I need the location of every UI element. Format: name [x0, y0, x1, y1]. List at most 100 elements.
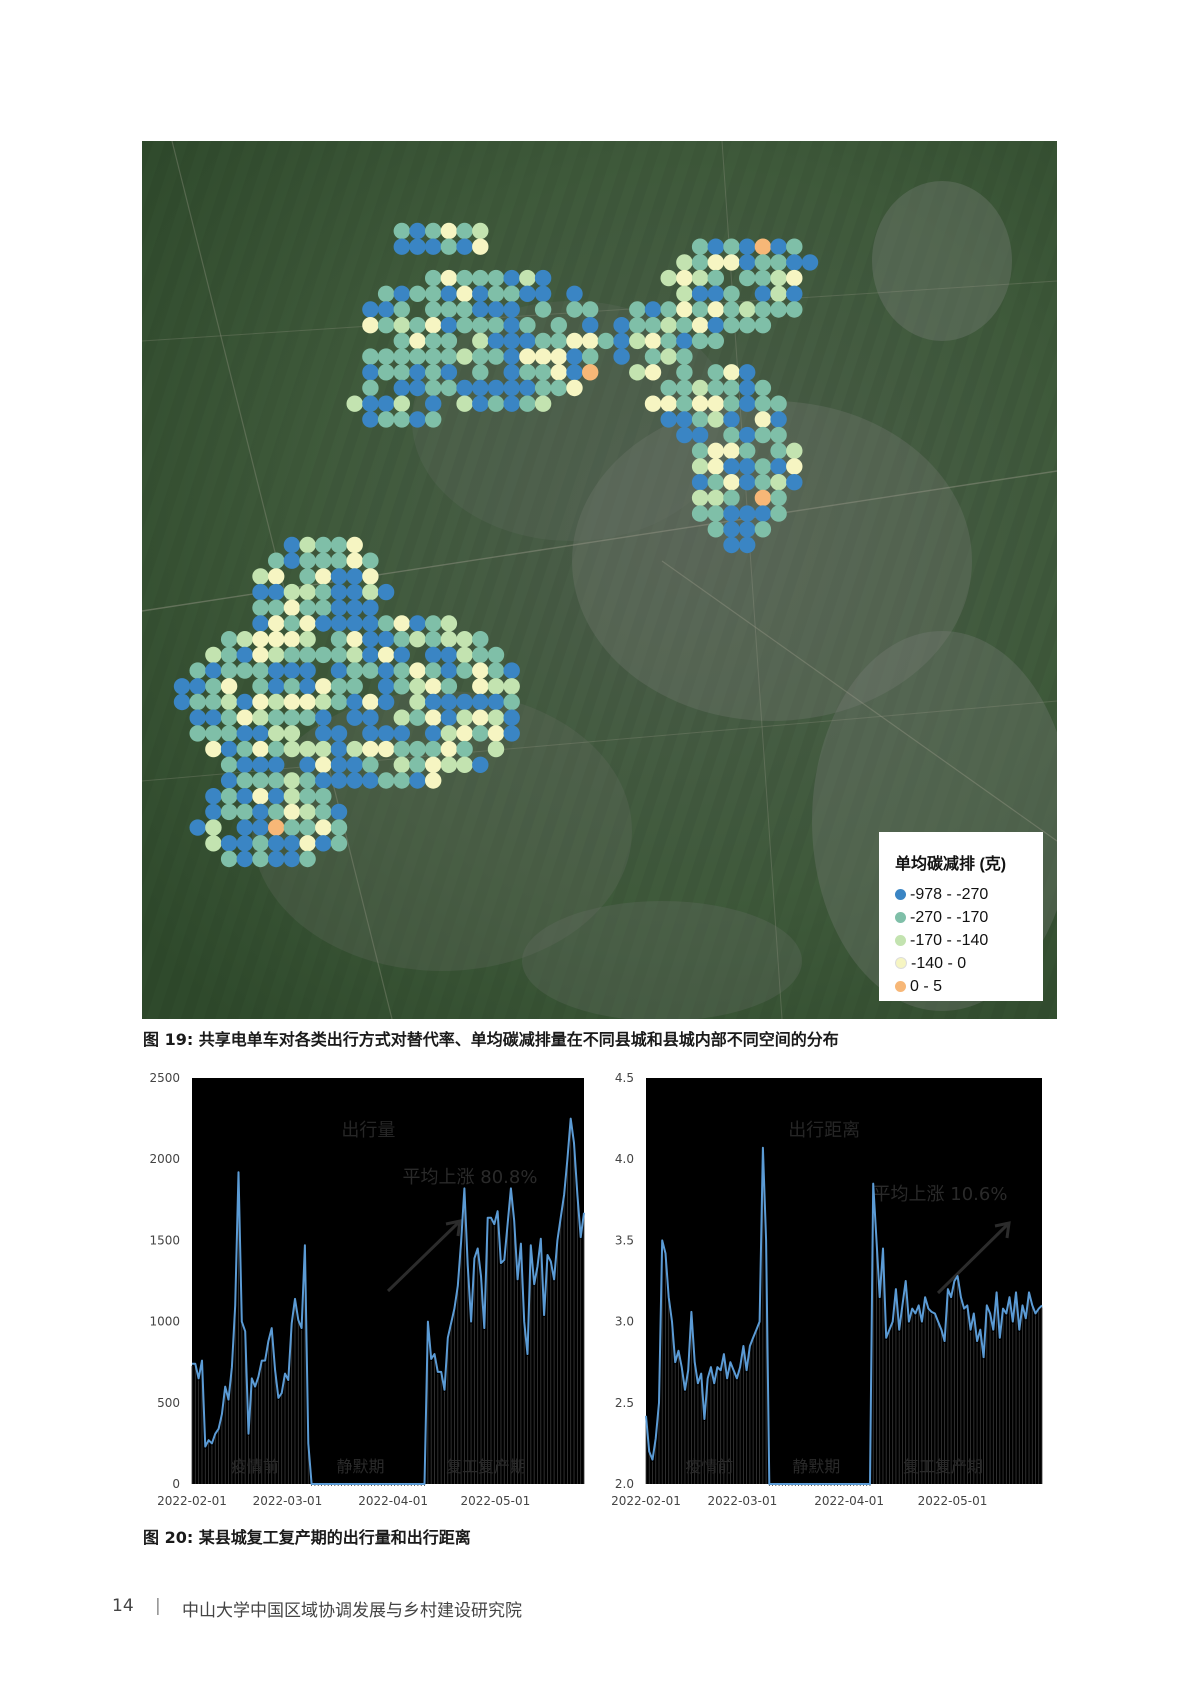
map-dot — [425, 222, 442, 240]
map-dot — [707, 489, 724, 507]
map-dot — [582, 301, 599, 318]
map-dot — [393, 631, 410, 648]
map-dot — [362, 583, 379, 601]
map-dot — [707, 364, 724, 381]
map-dot — [283, 772, 301, 789]
map-dot — [739, 536, 756, 554]
map-dot — [268, 803, 285, 821]
series-line — [192, 1117, 585, 1485]
series-line — [645, 1146, 1043, 1485]
map-dot — [456, 756, 473, 773]
map-dot — [362, 662, 379, 679]
plot-area — [192, 1078, 584, 1484]
map-dot — [519, 317, 536, 334]
map-dot — [472, 364, 489, 381]
map-dot — [770, 269, 787, 287]
map-dot — [377, 740, 395, 758]
map-dot — [377, 395, 395, 412]
x-tick-label: 2022-05-01 — [918, 1494, 988, 1508]
map-dot — [330, 662, 348, 679]
map-dot — [268, 631, 285, 648]
map-dot — [362, 379, 379, 397]
map-dot — [456, 709, 473, 726]
map-dot — [409, 317, 426, 334]
map-dot — [472, 693, 489, 711]
map-dot — [472, 662, 489, 679]
map-dot — [330, 599, 348, 616]
map-dot — [754, 238, 772, 255]
map-dot — [707, 254, 724, 271]
map-dot — [268, 599, 285, 616]
map-dot — [393, 332, 410, 350]
legend-swatch — [895, 957, 907, 969]
map-dot — [425, 332, 442, 350]
map-dot — [330, 756, 348, 773]
map-dot — [425, 348, 442, 365]
map-dot — [315, 788, 332, 805]
map-dot — [519, 364, 536, 381]
map-dot — [534, 395, 552, 412]
map-dot — [393, 411, 410, 428]
map-dot — [566, 285, 583, 302]
map-dot — [425, 772, 442, 789]
map-dot — [409, 615, 426, 632]
map-dot — [723, 301, 740, 318]
legend-item: -170 - -140 — [895, 932, 988, 952]
map-dot — [268, 725, 285, 742]
map-dot — [283, 819, 301, 836]
x-tick-label: 2022-02-01 — [611, 1494, 681, 1508]
map-dot — [346, 583, 363, 601]
map-dot — [503, 725, 520, 742]
map-dot — [739, 395, 756, 412]
map-dot — [393, 238, 410, 255]
map-dot — [644, 301, 662, 318]
map-dot — [770, 474, 787, 491]
x-tick-label: 2022-04-01 — [358, 1494, 428, 1508]
map-dot — [377, 301, 395, 318]
map-dot — [723, 505, 740, 522]
map-dot — [597, 332, 615, 350]
map-dot — [268, 756, 285, 773]
map-dot — [315, 740, 332, 758]
map-dot — [503, 285, 520, 302]
map-dot — [268, 788, 285, 805]
map-dot — [754, 426, 772, 444]
footer-institute: 中山大学中国区域协调发展与乡村建设研究院 — [182, 1601, 522, 1621]
map-dot — [487, 317, 505, 334]
map-dot — [283, 646, 301, 664]
map-dot — [315, 725, 332, 742]
map-dot — [582, 332, 599, 350]
map-dot — [739, 301, 756, 318]
map-dot — [723, 536, 740, 554]
map-dot — [754, 301, 772, 318]
map-dot — [786, 238, 803, 255]
map-dot — [440, 631, 458, 648]
map-dot — [236, 693, 253, 711]
map-dot — [252, 646, 269, 664]
map-dot — [456, 238, 473, 255]
map-dot — [425, 678, 442, 695]
map-dot — [456, 395, 473, 412]
map-dot — [519, 332, 536, 350]
map-dot — [676, 348, 693, 365]
map-dot — [676, 254, 693, 271]
map-dot — [205, 803, 222, 821]
map-dot — [362, 599, 379, 616]
map-dot — [283, 725, 301, 742]
phase-label: 静默期 — [337, 1457, 385, 1476]
map-dot — [409, 411, 426, 428]
map-dot — [315, 646, 332, 664]
map-dot — [613, 332, 630, 350]
map-dot — [770, 489, 787, 507]
map-dot — [707, 317, 724, 334]
map-dot — [220, 835, 238, 852]
map-dot — [409, 285, 426, 302]
map-dot — [283, 631, 301, 648]
map-dot — [283, 536, 301, 554]
map-dot — [220, 693, 238, 711]
map-dot — [189, 693, 206, 711]
map-dot — [377, 772, 395, 789]
map-dot — [550, 364, 567, 381]
map-dot — [220, 756, 238, 773]
